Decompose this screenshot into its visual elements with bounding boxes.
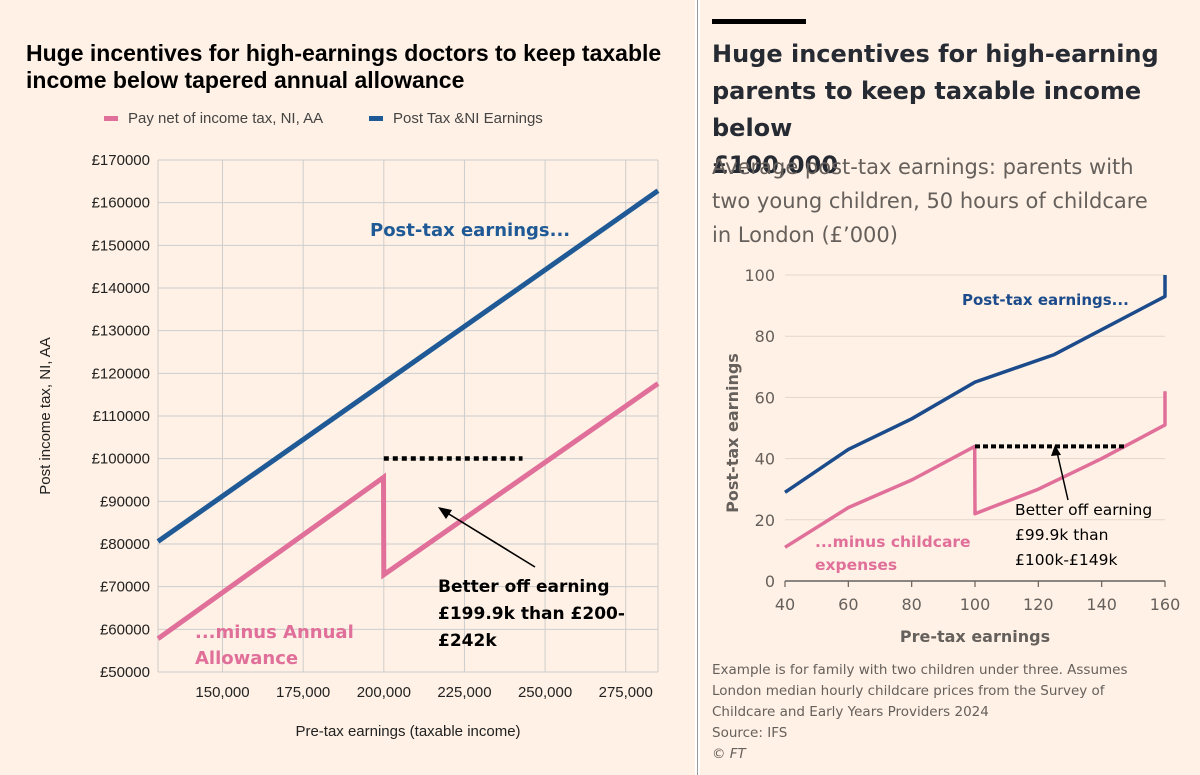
left-y-tick-label: £150000 <box>92 237 150 254</box>
left-callout-line-3: £242k <box>438 631 497 651</box>
left-chart-plot: £50000 £60000 £70000 £80000 £90000 £100000 £11… <box>37 152 660 740</box>
ft-header-bar <box>712 19 806 24</box>
right-series-minus-childcare-line <box>784 391 1167 549</box>
left-annotation-post-tax: Post-tax earnings... <box>370 220 570 241</box>
footnote-line-2: London median hourly childcare prices fr… <box>712 683 1105 699</box>
right-subtitle-line-1: Average post-tax earnings: parents with <box>712 155 1134 179</box>
right-y-tick-label: 80 <box>755 327 775 346</box>
legend-swatch-net-pay <box>104 116 118 121</box>
right-y-axis-label: Post-tax earnings <box>723 353 742 513</box>
legend-label-post-tax: Post Tax &NI Earnings <box>393 110 543 127</box>
footnote-line-3: Childcare and Early Years Providers 2024 <box>712 704 989 720</box>
left-y-tick-label: £80000 <box>100 536 150 553</box>
right-y-tick-label: 20 <box>755 511 775 530</box>
left-callout-line-1: Better off earning <box>438 577 610 597</box>
right-annotation-post-tax: Post-tax earnings... <box>962 291 1129 309</box>
left-y-tick-label: £160000 <box>92 195 150 212</box>
left-y-tick-label: £170000 <box>92 152 150 169</box>
right-callout-arrow <box>1056 451 1069 501</box>
right-chart-panel: Huge incentives for high-earning parents… <box>700 0 1200 775</box>
right-x-tick-label: 40 <box>775 595 795 614</box>
left-chart-panel: Huge incentives for high-earnings doctor… <box>0 0 695 775</box>
left-y-tick-label: £50000 <box>100 664 150 681</box>
right-chart-subtitle: Average post-tax earnings: parents with … <box>712 150 1192 252</box>
left-x-axis-label: Pre-tax earnings (taxable income) <box>295 723 520 740</box>
left-callout-arrowhead <box>438 507 452 519</box>
right-annotation-minus-childcare-1: ...minus childcare <box>815 533 971 551</box>
footnote-source: Source: IFS <box>712 725 788 741</box>
left-x-tick-label: 250,000 <box>518 684 572 701</box>
left-y-tick-label: £140000 <box>92 280 150 297</box>
right-callout-line-1: Better off earning <box>1015 501 1152 519</box>
left-chart-title: Huge incentives for high-earnings doctor… <box>26 40 662 93</box>
right-subtitle-line-3: in London (£’000) <box>712 223 898 247</box>
left-y-axis-label: Post income tax, NI, AA <box>37 337 54 495</box>
right-x-tick-label: 60 <box>838 595 858 614</box>
right-callout-arrowhead <box>1051 445 1061 456</box>
right-chart-title: Huge incentives for high-earning parents… <box>712 36 1192 184</box>
left-x-tick-label: 150,000 <box>195 684 249 701</box>
right-subtitle-line-2: two young children, 50 hours of childcar… <box>712 189 1148 213</box>
left-annotation-minus-aa-2: Allowance <box>195 648 298 669</box>
panel-divider <box>695 0 700 775</box>
left-callout-line-2: £199.9k than £200- <box>438 604 625 624</box>
right-x-tick-label: 160 <box>1150 595 1181 614</box>
right-annotation-minus-childcare-2: expenses <box>815 556 897 574</box>
left-y-tick-label: £90000 <box>100 493 150 510</box>
footnote-line-1: Example is for family with two children … <box>712 662 1128 678</box>
right-chart-plot: 0 20 40 60 80 100 40 60 80 100 120 140 160 Pre-tax ea… <box>723 266 1181 646</box>
left-y-tick-label: £120000 <box>92 365 150 382</box>
right-title-line-3: £100,000 <box>712 151 839 179</box>
right-series-post-tax-line <box>784 275 1167 494</box>
right-y-tick-label: 0 <box>765 572 775 591</box>
right-callout-line-2: £99.9k than <box>1015 526 1109 544</box>
legend-swatch-post-tax <box>369 116 383 121</box>
right-chart-footnote: Example is for family with two children … <box>712 660 1182 765</box>
right-title-line-2: parents to keep taxable income below <box>712 77 1142 142</box>
right-x-tick-label: 100 <box>960 595 991 614</box>
right-title-line-1: Huge incentives for high-earning <box>712 40 1159 68</box>
legend-item-net-pay: Pay net of income tax, NI, AA <box>104 110 323 127</box>
left-y-tick-label: £60000 <box>100 621 150 638</box>
left-x-tick-label: 225,000 <box>437 684 491 701</box>
left-x-tick-label: 275,000 <box>599 684 653 701</box>
left-series-net-pay-line <box>156 381 660 641</box>
right-callout-line-3: £100k-£149k <box>1015 551 1117 569</box>
right-y-tick-label: 60 <box>755 388 775 407</box>
left-y-tick-label: £130000 <box>92 323 150 340</box>
right-y-tick-label: 40 <box>755 450 775 469</box>
left-callout-arrow <box>443 510 536 568</box>
right-y-tick-label: 100 <box>744 266 775 285</box>
left-y-tick-label: £100000 <box>92 451 150 468</box>
right-x-tick-label: 140 <box>1086 595 1117 614</box>
right-x-axis-label: Pre-tax earnings <box>900 627 1050 646</box>
right-x-tick-label: 80 <box>901 595 921 614</box>
left-series-post-tax-line <box>156 188 660 544</box>
left-x-tick-label: 175,000 <box>276 684 330 701</box>
left-y-tick-label: £70000 <box>100 579 150 596</box>
left-annotation-minus-aa-1: ...minus Annual <box>195 622 354 643</box>
left-x-tick-label: 200,000 <box>357 684 411 701</box>
footnote-copyright: © FT <box>712 746 746 762</box>
legend-label-net-pay: Pay net of income tax, NI, AA <box>128 110 324 127</box>
left-y-tick-label: £110000 <box>93 408 150 425</box>
right-x-tick-label: 120 <box>1023 595 1054 614</box>
legend-item-post-tax: Post Tax &NI Earnings <box>369 110 543 127</box>
